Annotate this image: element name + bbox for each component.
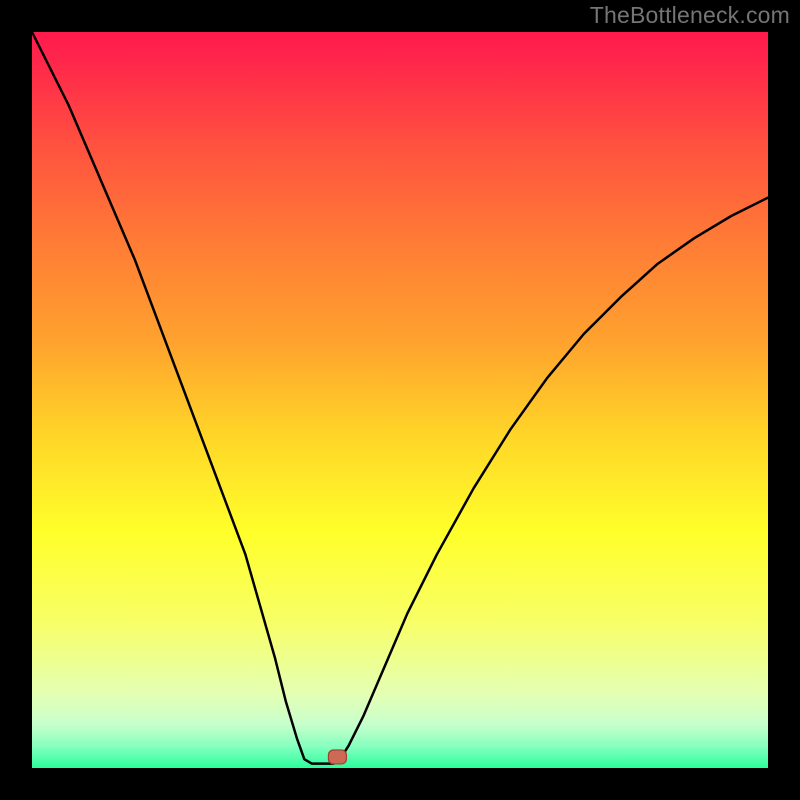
plot-area [32, 32, 768, 768]
watermark-text: TheBottleneck.com [590, 2, 790, 29]
bottleneck-chart [0, 0, 800, 800]
optimal-marker [328, 750, 346, 764]
chart-container: TheBottleneck.com [0, 0, 800, 800]
